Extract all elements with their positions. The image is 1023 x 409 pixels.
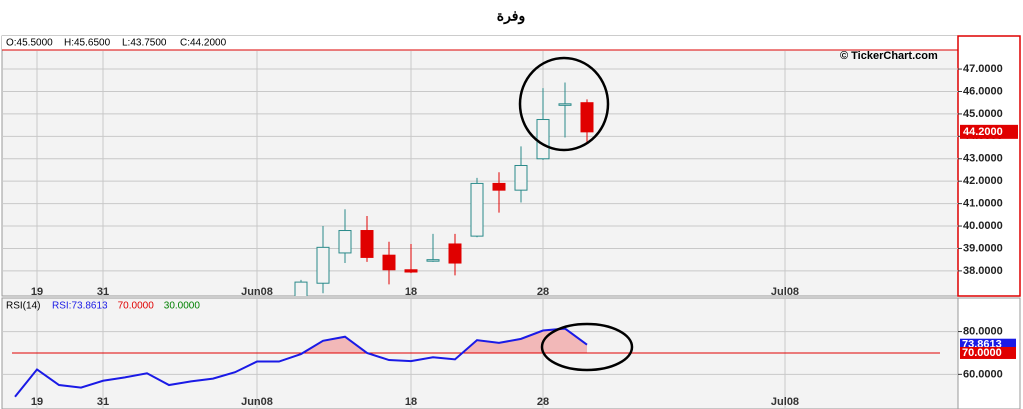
- candle-body: [470, 182, 484, 237]
- y-tick-label: 40.0000: [963, 220, 1003, 232]
- x-tick-label: 31: [97, 286, 109, 298]
- x-tick-label: Jun08: [241, 286, 273, 298]
- ohlc-label: H:45.6500: [64, 38, 111, 49]
- x-tick-label: 31: [97, 396, 109, 408]
- chart-title: وفرة: [497, 8, 526, 25]
- y-tick-label: 42.0000: [963, 175, 1003, 187]
- candle-body: [382, 254, 396, 271]
- candle-body: [294, 281, 308, 296]
- x-tick-label: 19: [31, 396, 43, 408]
- candle-body: [558, 103, 572, 106]
- candle-body: [580, 102, 594, 133]
- candle-body: [514, 164, 528, 191]
- y-tick-label: 47.0000: [963, 63, 1003, 75]
- axes: O:45.5000 H:45.6500 L:43.7500 C:44.2000 19 31…: [6, 38, 1018, 408]
- level-label: 70.0000: [962, 347, 1002, 359]
- x-tick-label: 18: [405, 286, 417, 298]
- highlight-circle: [540, 322, 634, 372]
- overbought-area: [15, 328, 587, 353]
- x-tick-label: 28: [537, 286, 549, 298]
- legend-entry: 70.0000: [118, 301, 155, 312]
- legend-entry: 30.0000: [164, 301, 201, 312]
- watermark: © TickerChart.com: [840, 50, 938, 62]
- candle-body: [426, 259, 440, 262]
- y-tick-label: 38.0000: [963, 265, 1003, 277]
- candle-body: [316, 246, 330, 284]
- y-tick-label: 45.0000: [963, 108, 1003, 120]
- y-tick-label: 46.0000: [963, 85, 1003, 97]
- x-tick-label: 19: [31, 286, 43, 298]
- y-tick-label: 39.0000: [963, 242, 1003, 254]
- y-tick-label: 41.0000: [963, 198, 1003, 210]
- level-box: [960, 346, 1016, 359]
- price-panel: [1, 35, 959, 297]
- rsi-line: [14, 327, 588, 398]
- candle-body: [448, 243, 462, 264]
- ohlc-label: C:44.2000: [180, 38, 227, 49]
- rsi-panel: [1, 297, 959, 409]
- legend-entry: RSI:73.8613: [52, 301, 108, 312]
- last-price-box: [960, 124, 1018, 139]
- x-tick-label: 18: [405, 396, 417, 408]
- x-tick-label: Jul08: [771, 396, 799, 408]
- ohlc-label: O:45.5000: [6, 38, 53, 49]
- y-tick-label: 80.0000: [963, 325, 1003, 337]
- price-plot: [2, 51, 958, 296]
- y-tick-label: 43.0000: [963, 153, 1003, 165]
- candle-body: [404, 269, 418, 273]
- last-price-label: 44.2000: [963, 126, 1003, 138]
- x-tick-label: 28: [537, 396, 549, 408]
- highlight-circle: [518, 56, 610, 152]
- candle-body: [536, 119, 550, 160]
- price-axis: [957, 35, 1021, 297]
- info-bar: [2, 36, 958, 50]
- candle-body: [360, 230, 374, 258]
- rsi-title: RSI(14): [6, 301, 40, 312]
- x-tick-label: Jul08: [771, 286, 799, 298]
- candle-body: [338, 230, 352, 254]
- y-tick-label: 60.0000: [963, 368, 1003, 380]
- rsi-plot: [2, 299, 958, 409]
- candle-body: [492, 182, 506, 191]
- x-tick-label: Jun08: [241, 396, 273, 408]
- ohlc-label: L:43.7500: [122, 38, 167, 49]
